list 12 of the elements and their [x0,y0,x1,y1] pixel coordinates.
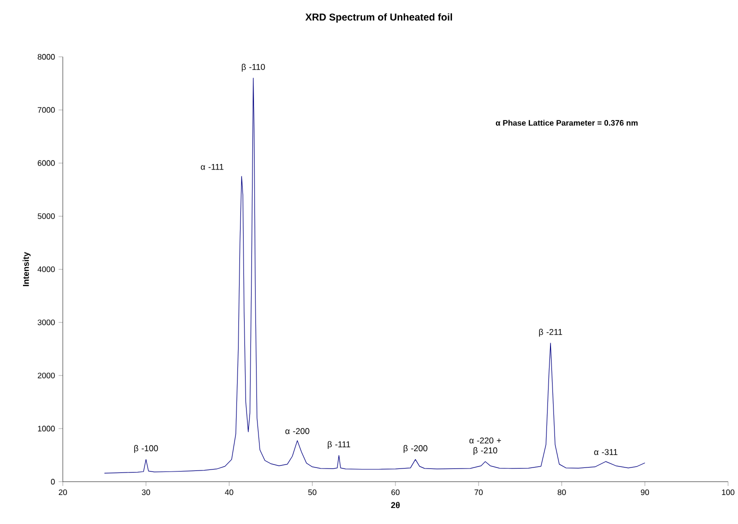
annotation: β -200 [404,445,428,454]
annotation: β -100 [134,445,158,454]
annotation: α -200 [285,428,310,434]
annotation: β -211 [539,328,562,337]
annotation: α -111 [200,164,224,170]
y-axis-title: Intensity [22,252,31,286]
annotation: α -311 [594,449,618,456]
annotation: β -110 [242,64,265,72]
chart-title: XRD Spectrum of Unheated foil [305,14,452,23]
annotation: α -220 + β -210 [469,438,502,456]
x-axis-title: 2θ [391,502,400,508]
annotation: β -111 [328,441,350,450]
